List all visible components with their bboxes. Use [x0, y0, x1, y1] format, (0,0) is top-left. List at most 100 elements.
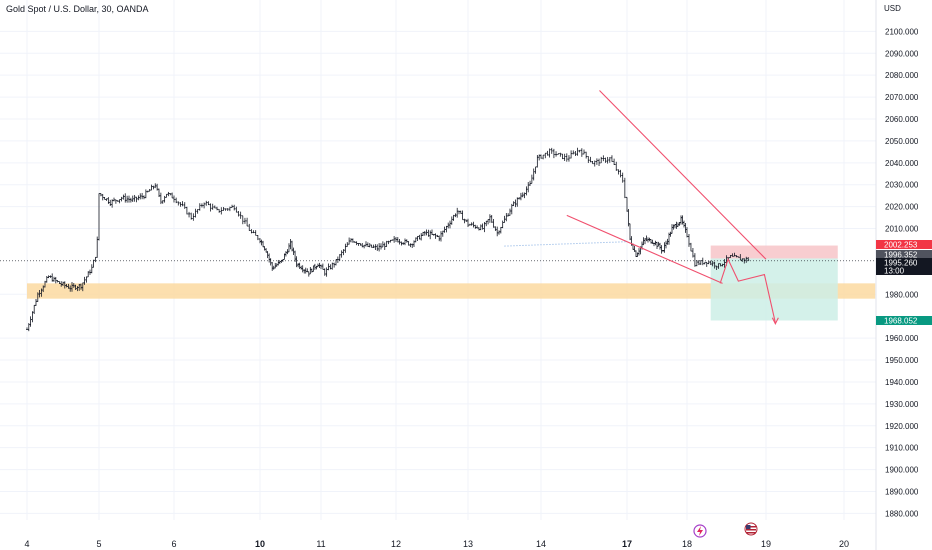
- candle: [248, 223, 251, 231]
- candle: [158, 188, 160, 198]
- trendlines[interactable]: [0, 90, 876, 326]
- candle: [593, 160, 596, 167]
- candle: [567, 155, 570, 162]
- candle: [226, 208, 229, 211]
- candle: [98, 193, 100, 241]
- candle: [461, 210, 464, 221]
- candle: [463, 218, 466, 224]
- x-tick-label: 14: [536, 539, 546, 549]
- candle: [747, 257, 750, 262]
- candle: [525, 186, 528, 196]
- candle: [207, 201, 210, 206]
- candle: [647, 237, 649, 243]
- candle: [393, 236, 396, 243]
- candle: [602, 155, 605, 162]
- time-axis[interactable]: 4 5 6 10 11 12 13 14 17 18 19 20: [24, 539, 849, 549]
- candle: [530, 174, 533, 184]
- price-label-stop: 2002.253: [876, 240, 932, 250]
- y-tick-label: 1890.000: [885, 488, 919, 497]
- y-tick-label: 1910.000: [885, 444, 919, 453]
- candle: [241, 215, 244, 225]
- candle: [94, 256, 97, 263]
- candle: [669, 231, 672, 237]
- candle: [418, 234, 421, 240]
- price-label-text: 1968.052: [884, 317, 918, 326]
- candle: [675, 221, 678, 229]
- candle: [638, 248, 640, 256]
- candle: [472, 221, 475, 228]
- candle: [512, 201, 515, 207]
- candle: [578, 149, 581, 153]
- candle: [407, 241, 410, 246]
- x-tick-label: 4: [24, 539, 29, 549]
- projection-path[interactable]: [719, 257, 776, 323]
- candle: [294, 250, 297, 262]
- candle: [431, 229, 433, 236]
- y-tick-label: 2090.000: [885, 49, 919, 58]
- candle: [449, 220, 451, 229]
- x-tick-label: 12: [391, 539, 401, 549]
- price-label-last: 1995.260: [876, 258, 932, 268]
- stop-zone[interactable]: [710, 245, 838, 259]
- price-label-bg: [876, 316, 932, 325]
- candle: [252, 230, 255, 234]
- candle: [595, 158, 598, 165]
- candle: [487, 219, 490, 225]
- trendline-2[interactable]: [566, 214, 723, 284]
- x-tick-label: 19: [761, 539, 771, 549]
- candle: [175, 197, 178, 204]
- candle: [331, 262, 334, 270]
- candle: [87, 271, 90, 278]
- candle: [507, 213, 510, 217]
- candle: [329, 264, 332, 270]
- candle: [623, 177, 626, 199]
- candle: [101, 193, 104, 201]
- currency-label: USD: [884, 4, 901, 13]
- candle: [254, 230, 257, 236]
- candle: [427, 229, 430, 237]
- x-tick-label: 5: [96, 539, 101, 549]
- candle: [713, 261, 716, 269]
- candle: [559, 152, 562, 157]
- target-zone[interactable]: [710, 258, 838, 321]
- candle: [557, 153, 560, 156]
- candle: [434, 233, 437, 239]
- candle: [715, 265, 718, 270]
- candle: [89, 269, 91, 275]
- trendline-1[interactable]: [599, 90, 767, 260]
- candle: [610, 155, 613, 162]
- candle: [190, 212, 193, 220]
- candle: [99, 193, 102, 197]
- candle: [200, 203, 203, 208]
- candle: [357, 243, 360, 246]
- candle: [338, 254, 341, 261]
- candle: [709, 260, 712, 266]
- candle: [659, 242, 661, 250]
- price-axis[interactable]: 2100.000 2090.000 2080.000 2070.000 2060.000…: [885, 27, 919, 518]
- candle: [604, 157, 607, 163]
- candle: [148, 188, 151, 192]
- candle: [396, 237, 399, 243]
- candle: [213, 205, 216, 209]
- candle: [733, 252, 736, 257]
- trendline-3[interactable]: [504, 241, 628, 247]
- flash-event-icon[interactable]: [693, 524, 707, 538]
- candle: [344, 243, 347, 253]
- candle: [697, 260, 700, 266]
- candle: [422, 231, 424, 236]
- candle: [256, 235, 259, 241]
- candle: [173, 195, 175, 203]
- y-tick-label: 1950.000: [885, 356, 919, 365]
- candle: [194, 208, 197, 218]
- support-zone: [27, 283, 876, 299]
- candle: [268, 253, 271, 263]
- candle: [35, 298, 37, 306]
- price-label-bg: [876, 266, 932, 275]
- candle: [137, 195, 140, 201]
- candle: [167, 191, 170, 197]
- y-tick-label: 2070.000: [885, 93, 919, 102]
- us-flag-event-icon[interactable]: [744, 522, 758, 536]
- candle: [721, 263, 724, 267]
- candle: [687, 234, 690, 247]
